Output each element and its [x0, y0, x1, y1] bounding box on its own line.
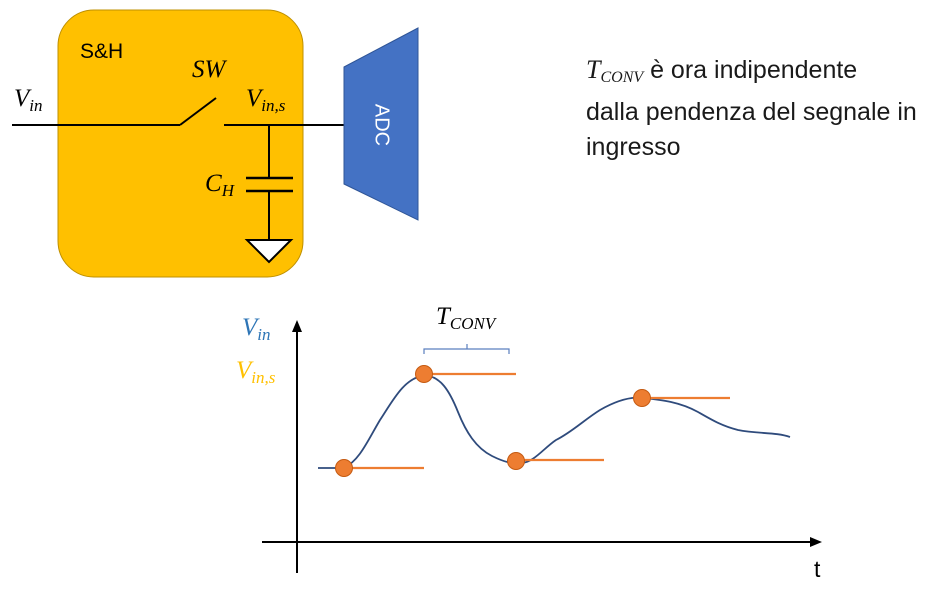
switch-label: SW [192, 56, 228, 83]
note-text-1: è ora indipendente [643, 56, 858, 84]
sampled-voltage-label: Vin,s [246, 85, 286, 115]
tconv-brace [423, 344, 510, 354]
note-line-3: ingresso [586, 133, 681, 161]
sample-point-2 [415, 365, 433, 383]
tconv-label: TCONV [436, 303, 498, 333]
vin-legend-label: Vin [242, 314, 271, 344]
input-signal-curve [318, 375, 791, 469]
sample-hold-label: S&H [80, 40, 123, 63]
note-tconv-symbol: TCONV [586, 55, 644, 86]
sample-hold-block [57, 9, 304, 278]
note-line-1: TCONV è ora indipendente [586, 52, 942, 95]
time-axis-label: t [814, 556, 821, 582]
adc-label: ADC [371, 104, 393, 146]
x-axis-arrow-icon [810, 537, 822, 547]
vins-legend-label: Vin,s [236, 357, 276, 387]
input-voltage-label: Vin [14, 85, 43, 115]
adc-block [343, 27, 419, 221]
sample-point-1 [335, 459, 353, 477]
explanation-note: TCONV è ora indipendente dalla pendenza … [586, 52, 942, 165]
sample-point-3 [507, 452, 525, 470]
ground-icon [244, 239, 294, 264]
y-axis-arrow-icon [292, 320, 302, 332]
capacitor-label: CH [205, 170, 236, 200]
switch-blade [179, 97, 217, 126]
sample-point-4 [633, 389, 651, 407]
note-line-2: dalla pendenza del segnale in [586, 98, 917, 126]
